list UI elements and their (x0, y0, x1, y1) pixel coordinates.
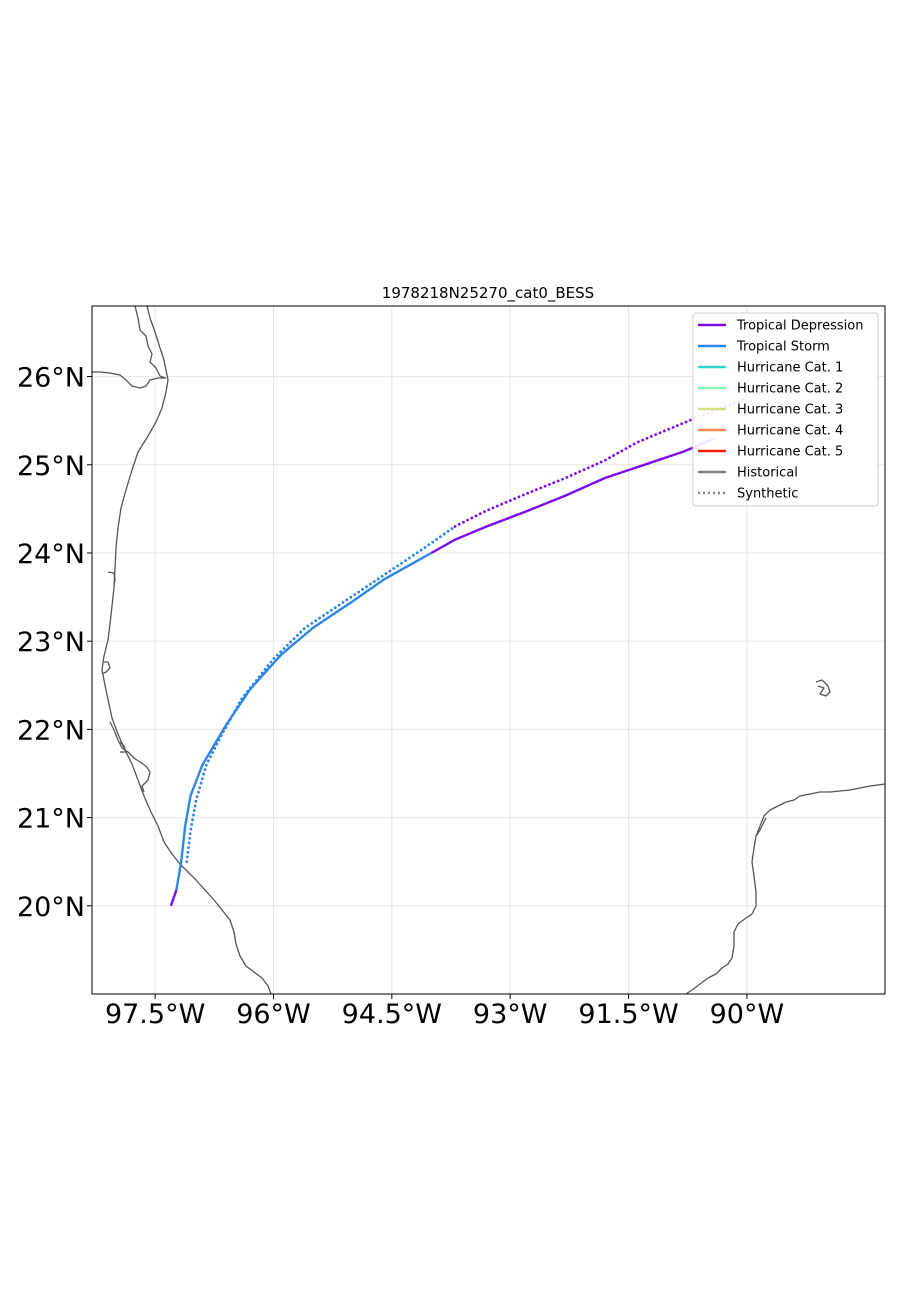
x-tick-label: 91.5°W (578, 999, 678, 1030)
y-tick-label: 24°N (17, 539, 85, 570)
legend-label: Tropical Storm (736, 340, 830, 355)
coastline-path (101, 661, 111, 675)
x-tick-label: 90°W (710, 999, 785, 1030)
legend-label: Synthetic (737, 487, 798, 502)
legend-label: Tropical Depression (736, 319, 863, 334)
coastline-path (119, 741, 127, 753)
y-tick-label: 26°N (17, 363, 85, 394)
y-tick-label: 21°N (17, 804, 85, 835)
coastline-path (685, 783, 885, 994)
coastline-path (109, 721, 151, 793)
coastline-path (755, 817, 767, 837)
map-title: 1978218N25270_cat0_BESS (382, 284, 594, 303)
historical-track-td (169, 889, 178, 907)
coastline-path (101, 306, 272, 994)
legend-label: Hurricane Cat. 1 (737, 361, 843, 376)
x-tick-label: 93°W (473, 999, 548, 1030)
map-frame (91, 305, 886, 995)
legend-box (692, 312, 879, 507)
y-axis-ticks: 20°N 21°N 22°N 23°N 24°N 25°N 26°N (17, 363, 92, 923)
y-tick-label: 20°N (17, 892, 85, 923)
legend-label: Hurricane Cat. 4 (737, 424, 843, 439)
synthetic-track-ts (185, 525, 457, 864)
coastline-path (92, 371, 166, 389)
x-axis-ticks: 97.5°W 96°W 94.5°W 93°W 91.5°W 90°W (105, 994, 784, 1030)
legend: Tropical Depression Tropical Storm Hurrica… (692, 312, 879, 507)
coastline-path (815, 679, 831, 697)
x-tick-label: 97.5°W (105, 999, 205, 1030)
legend-label: Hurricane Cat. 5 (737, 445, 843, 460)
legend-label: Hurricane Cat. 2 (737, 382, 843, 397)
historical-track-ts (175, 551, 432, 891)
historical-track-td (430, 437, 716, 555)
coastline-path (107, 571, 116, 587)
y-tick-label: 23°N (17, 627, 85, 658)
coastlines (92, 306, 885, 994)
x-tick-label: 94.5°W (342, 999, 442, 1030)
legend-label: Hurricane Cat. 3 (737, 403, 843, 418)
x-tick-label: 96°W (236, 999, 311, 1030)
y-tick-label: 22°N (17, 715, 85, 746)
y-tick-label: 25°N (17, 451, 85, 482)
coastline-path (134, 306, 166, 379)
legend-label: Historical (737, 466, 798, 481)
